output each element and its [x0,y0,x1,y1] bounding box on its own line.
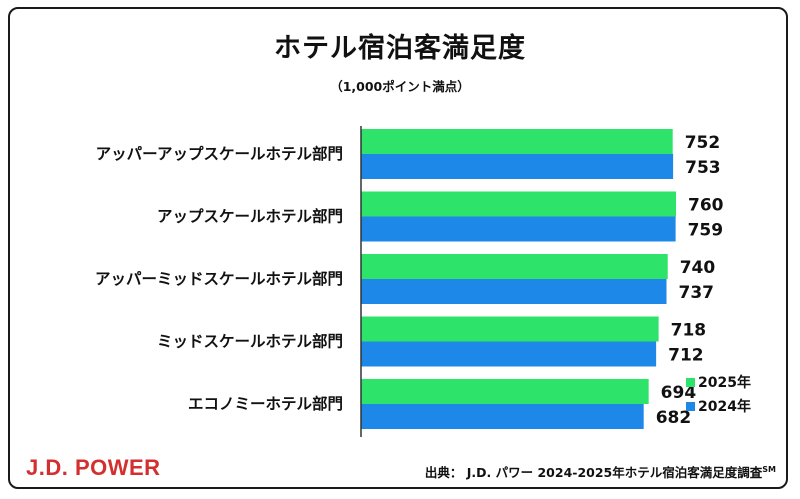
data-label: 760 [688,196,724,216]
data-label: 752 [685,133,721,153]
category-label: アップスケールホテル部門 [157,207,343,226]
category-label: アッパーアップスケールホテル部門 [96,144,343,163]
data-label: 718 [671,321,707,341]
service-mark: SM [762,464,776,474]
chart-title: ホテル宿泊客満足度 [274,33,526,64]
category-label: エコノミーホテル部門 [188,394,343,413]
data-label: 740 [680,258,716,278]
jd-power-logo: J.D. POWER [26,455,161,480]
data-label: 759 [688,221,724,241]
category-label: ミッドスケールホテル部門 [157,332,343,351]
bar-current [361,254,668,279]
source-note: 出典： J.D. パワー 2024-2025年ホテル宿泊客満足度調査SM [425,462,776,481]
chart-subtitle: （1,000ポイント満点） [330,79,470,94]
bar-previous [361,404,644,429]
bar-previous [361,216,676,242]
bar-current [361,191,677,217]
data-label: 737 [678,283,714,303]
legend-label: 2025年 [698,374,751,391]
category-label: アッパーミッドスケールホテル部門 [95,269,343,288]
data-label: 712 [668,346,704,366]
bar-previous [361,279,667,304]
data-label: 694 [661,383,697,403]
legend-swatch [686,378,695,387]
legend-label: 2024年 [698,398,751,415]
data-label: 753 [685,158,721,178]
data-label: 682 [656,408,692,428]
bar-current [361,316,659,342]
legend-swatch [686,402,695,411]
source-text: 出典： J.D. パワー 2024-2025年ホテル宿泊客満足度調査 [424,465,763,480]
bar-current [361,379,649,404]
bar-current [361,129,673,154]
bar-previous [361,341,657,367]
bar-previous [361,154,674,179]
